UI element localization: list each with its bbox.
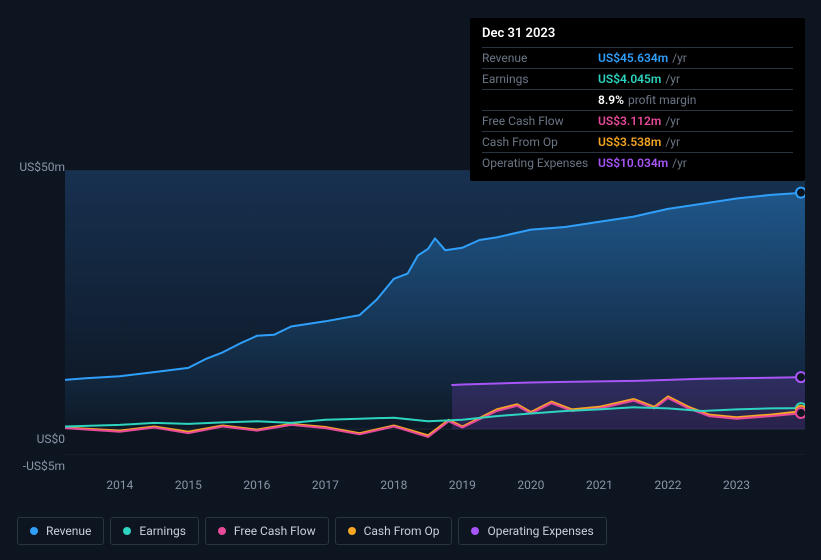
tooltip-row-label: Operating Expenses	[482, 156, 598, 170]
legend-dot	[123, 527, 131, 535]
tooltip-row-label: Earnings	[482, 72, 598, 86]
legend-label: Operating Expenses	[487, 524, 593, 538]
legend-label: Free Cash Flow	[234, 524, 316, 538]
tooltip-row-value: US$10.034m/yr	[598, 156, 687, 170]
y-tick-label: US$50m	[19, 160, 65, 174]
x-tick-label: 2017	[312, 478, 339, 492]
legend-dot	[348, 527, 356, 535]
tooltip-date: Dec 31 2023	[482, 26, 793, 47]
legend-label: Cash From Op	[364, 524, 440, 538]
chart-tooltip: Dec 31 2023 RevenueUS$45.634m/yrEarnings…	[470, 18, 805, 181]
legend-dot	[30, 527, 38, 535]
tooltip-row-label: Cash From Op	[482, 135, 598, 149]
legend-item-earnings[interactable]: Earnings	[110, 517, 199, 545]
tooltip-row-label: Free Cash Flow	[482, 114, 598, 128]
y-tick-label: US$0	[37, 432, 65, 446]
legend-label: Revenue	[46, 524, 91, 538]
legend-dot	[218, 527, 226, 535]
legend-item-revenue[interactable]: Revenue	[17, 517, 104, 545]
legend-dot	[471, 527, 479, 535]
x-tick-label: 2019	[449, 478, 476, 492]
x-tick-label: 2016	[243, 478, 270, 492]
legend-item-opex[interactable]: Operating Expenses	[458, 517, 606, 545]
x-tick-label: 2014	[106, 478, 133, 492]
tooltip-row-value: US$4.045m/yr	[598, 72, 680, 86]
x-tick-label: 2023	[723, 478, 750, 492]
tooltip-row-value: 8.9%profit margin	[598, 93, 696, 107]
tooltip-row-value: US$3.538m/yr	[598, 135, 680, 149]
x-tick-label: 2021	[586, 478, 613, 492]
tooltip-rows: RevenueUS$45.634m/yrEarningsUS$4.045m/yr…	[482, 47, 793, 173]
legend-label: Earnings	[139, 524, 186, 538]
tooltip-row: EarningsUS$4.045m/yr	[482, 68, 793, 89]
y-tick-label: -US$5m	[23, 459, 65, 473]
tooltip-row: RevenueUS$45.634m/yr	[482, 47, 793, 68]
chart-plot-area[interactable]	[65, 170, 805, 455]
legend: Revenue Earnings Free Cash Flow Cash From O…	[17, 517, 607, 545]
chart: US$50m US$0 -US$5m 201420152016201720182…	[17, 158, 805, 478]
legend-item-fcf[interactable]: Free Cash Flow	[205, 517, 329, 545]
tooltip-row-label	[482, 93, 598, 107]
legend-item-cfo[interactable]: Cash From Op	[335, 517, 453, 545]
tooltip-row-value: US$45.634m/yr	[598, 51, 687, 65]
x-tick-label: 2015	[175, 478, 202, 492]
tooltip-row: Cash From OpUS$3.538m/yr	[482, 131, 793, 152]
tooltip-row-value: US$3.112m/yr	[598, 114, 680, 128]
tooltip-row: Free Cash FlowUS$3.112m/yr	[482, 110, 793, 131]
tooltip-row: Operating ExpensesUS$10.034m/yr	[482, 152, 793, 173]
tooltip-row: 8.9%profit margin	[482, 89, 793, 110]
tooltip-row-label: Revenue	[482, 51, 598, 65]
x-tick-label: 2018	[380, 478, 407, 492]
x-tick-label: 2022	[654, 478, 681, 492]
x-tick-label: 2020	[517, 478, 544, 492]
